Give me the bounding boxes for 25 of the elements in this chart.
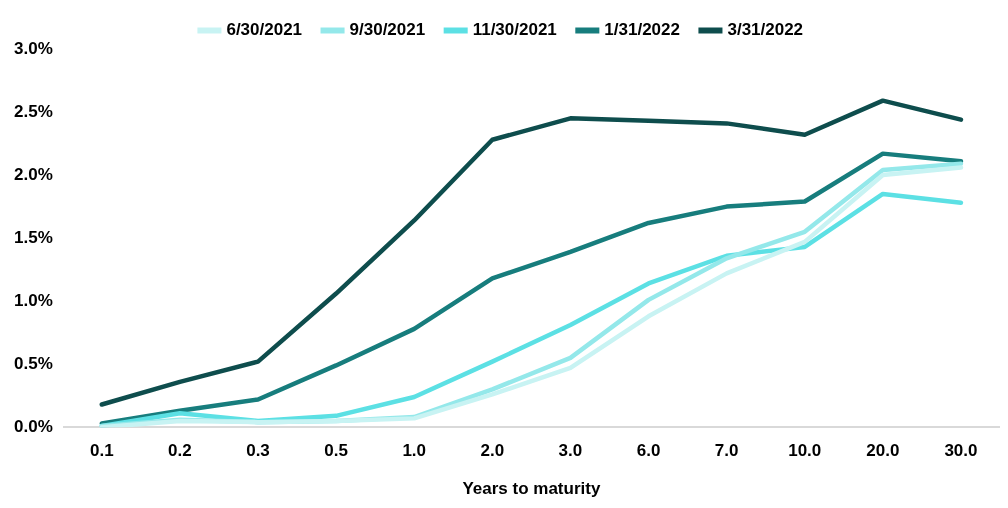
y-tick-label: 3.0%: [14, 38, 53, 58]
y-tick-label: 2.5%: [14, 101, 53, 121]
x-tick-label: 1.0: [402, 441, 427, 461]
y-tick-label: 2.0%: [14, 164, 53, 184]
x-tick-label: 10.0: [788, 441, 822, 461]
x-axis-title: Years to maturity: [462, 479, 601, 499]
x-tick-label: 3.0: [558, 441, 583, 461]
x-tick-label: 0.2: [168, 441, 192, 461]
legend-label: 6/30/2021: [226, 20, 303, 40]
x-tick-label: 20.0: [866, 441, 900, 461]
legend-label: 1/31/2022: [604, 20, 680, 40]
y-tick-label: 0.5%: [14, 353, 53, 373]
x-tick-label: 0.5: [324, 441, 348, 461]
legend-label: 9/30/2021: [349, 20, 426, 40]
x-tick-label: 6.0: [636, 441, 661, 461]
x-tick-label: 2.0: [480, 441, 505, 461]
legend-label: 3/31/2022: [727, 20, 804, 40]
y-tick-label: 0.0%: [14, 416, 53, 436]
x-tick-label: 7.0: [714, 441, 739, 461]
x-tick-label: 0.1: [89, 441, 114, 461]
x-tick-label: 30.0: [944, 441, 978, 461]
y-tick-label: 1.0%: [14, 290, 53, 310]
x-tick-label: 0.3: [246, 441, 270, 461]
legend-label: 11/30/2021: [472, 20, 557, 40]
y-tick-label: 1.5%: [14, 227, 53, 247]
